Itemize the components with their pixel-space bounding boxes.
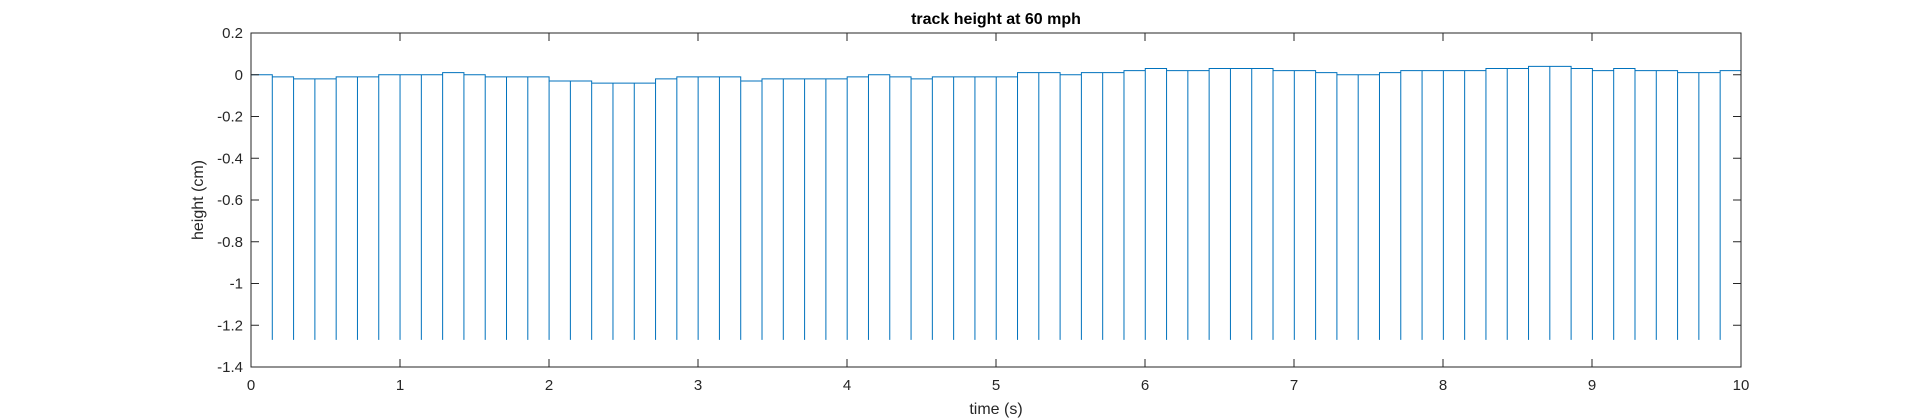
x-tick-label: 2	[545, 377, 553, 394]
y-tick-label: -0.6	[217, 192, 243, 209]
x-tick-label: 3	[694, 377, 702, 394]
series-path	[251, 65, 1742, 340]
x-tick-label: 8	[1439, 377, 1447, 394]
x-axis-ticks: 0 1 2 3 4 5 6 7 8 9 10	[247, 33, 1750, 394]
y-axis-ticks: -1.4 -1.2 -1 -0.8 -0.6 -0.4 -0.2 0 0.2	[217, 25, 1741, 376]
y-tick-label: 0	[235, 67, 243, 84]
x-tick-label: 7	[1290, 377, 1298, 394]
y-tick-label: -1.2	[217, 317, 243, 334]
x-tick-label: 6	[1141, 377, 1149, 394]
y-tick-label: -0.8	[217, 234, 243, 251]
x-tick-label: 10	[1733, 377, 1750, 394]
y-tick-label: -0.4	[217, 150, 243, 167]
x-tick-label: 9	[1588, 377, 1596, 394]
series-line	[251, 65, 1742, 340]
y-tick-label: -1	[230, 276, 243, 293]
x-tick-label: 5	[992, 377, 1000, 394]
x-tick-label: 4	[843, 377, 851, 394]
x-tick-label: 1	[396, 377, 404, 394]
x-tick-label: 0	[247, 377, 255, 394]
y-axis-label: height (cm)	[190, 160, 207, 240]
chart-title: track height at 60 mph	[911, 11, 1081, 28]
y-tick-label: 0.2	[222, 25, 243, 42]
y-tick-label: -1.4	[217, 359, 243, 376]
y-tick-label: -0.2	[217, 109, 243, 126]
x-axis-label: time (s)	[969, 401, 1022, 418]
